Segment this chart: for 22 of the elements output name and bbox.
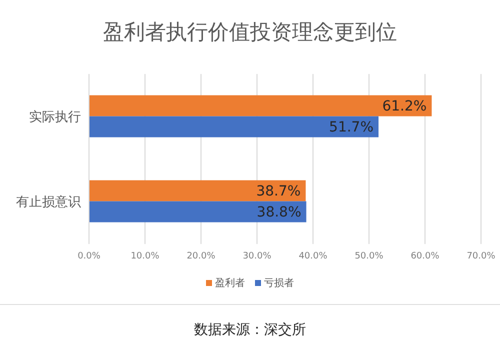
legend-label: 亏损者 [263, 276, 294, 290]
x-tick-label: 60.0% [410, 251, 440, 262]
x-tick-label: 20.0% [186, 251, 216, 262]
bar [89, 201, 306, 222]
bar [89, 116, 379, 138]
y-tick-label: 实际执行 [29, 110, 81, 126]
data-label: 38.8% [256, 204, 302, 221]
x-tick-label: 70.0% [466, 251, 496, 262]
data-label: 51.7% [329, 120, 374, 136]
x-tick-label: 50.0% [354, 251, 384, 262]
y-tick-label: 有止损意识 [16, 195, 81, 210]
x-tick-label: 0.0% [78, 251, 101, 262]
source-note: 数据来源：深交所 [193, 321, 307, 339]
bar [89, 95, 432, 116]
chart-title: 盈利者执行价值投资理念更到位 [102, 19, 398, 46]
bar [89, 180, 306, 202]
x-tick-label: 40.0% [298, 251, 328, 262]
legend-label: 盈利者 [214, 276, 245, 290]
data-label: 38.7% [256, 184, 301, 200]
x-tick-label: 10.0% [130, 251, 160, 262]
x-tick-label: 30.0% [242, 251, 272, 262]
data-label: 61.2% [382, 98, 427, 115]
